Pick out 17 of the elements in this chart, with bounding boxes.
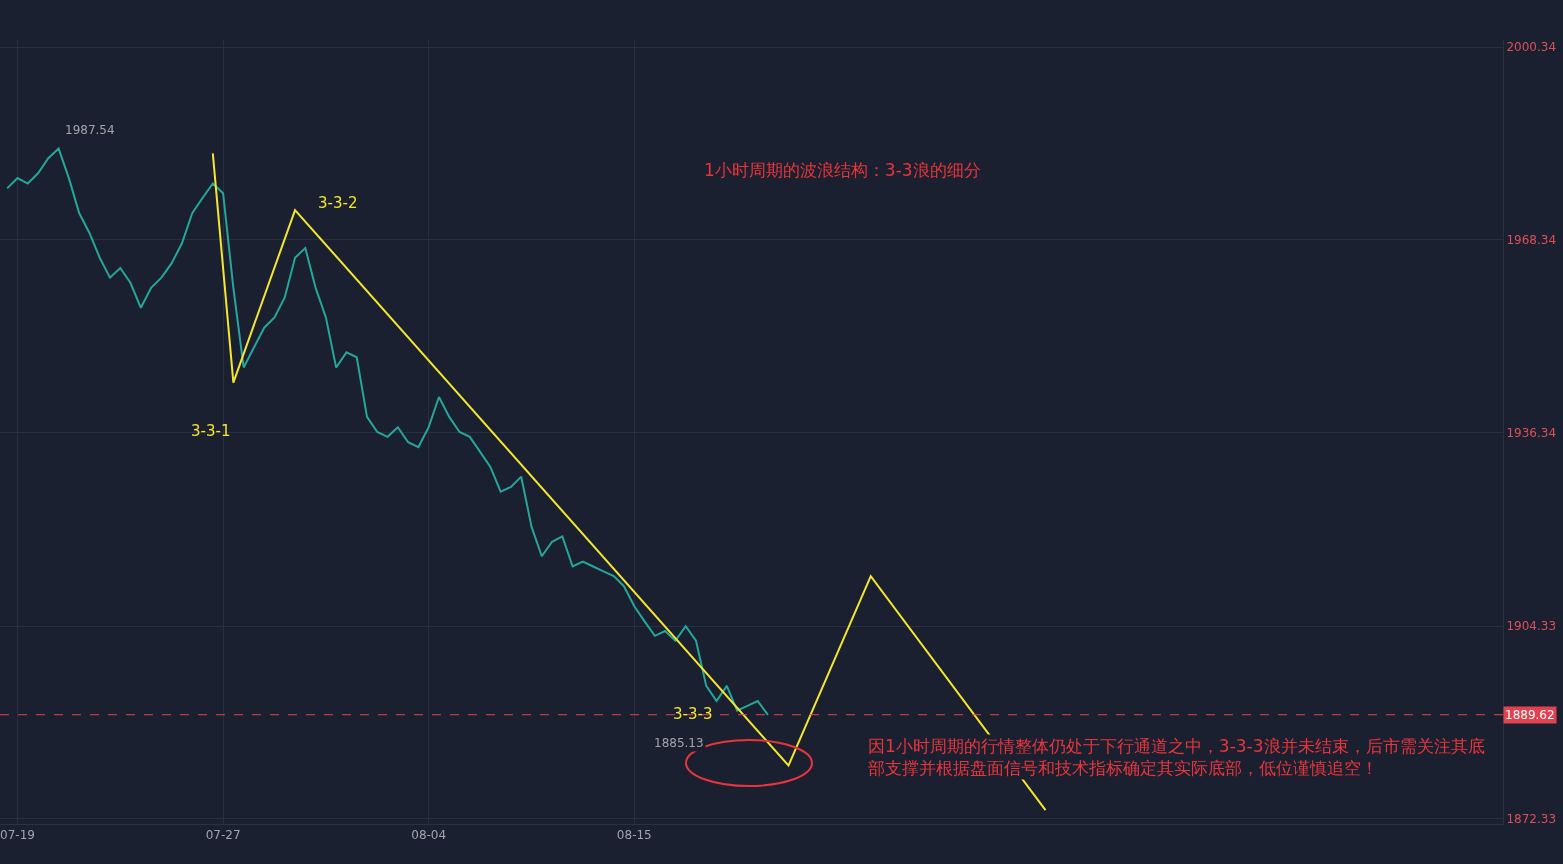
annotation: 1885.13: [654, 736, 704, 750]
ref-line-label: 1889.62: [1505, 708, 1555, 722]
annotation: 3-3-1: [191, 422, 231, 440]
y-tick-label: 1904.33: [1506, 619, 1557, 634]
x-tick-label: 08-04: [411, 828, 447, 843]
y-tick-label: 1936.34: [1506, 426, 1557, 441]
x-tick-label: 08-15: [616, 828, 652, 843]
annotation: 3-3-3: [673, 705, 713, 723]
annotation: 1987.54: [65, 123, 115, 137]
x-tick-label: 07-27: [205, 828, 241, 843]
annotation: 1小时周期的波浪结构：3-3浪的细分: [704, 160, 981, 180]
annotation: 3-3-2: [318, 194, 358, 212]
annotation: 因1小时周期的行情整体仍处于下行通道之中，3-3-3浪并未结束，后市需关注其底部支撑并根据盘面信号和技术指标确定其实际底部，低位谨慎追空！: [868, 736, 1485, 779]
y-tick-label: 1968.34: [1506, 233, 1557, 248]
y-tick-label: 1872.33: [1506, 812, 1557, 827]
y-tick-label: 2000.34: [1506, 40, 1557, 55]
x-tick-label: 07-19: [0, 828, 35, 843]
